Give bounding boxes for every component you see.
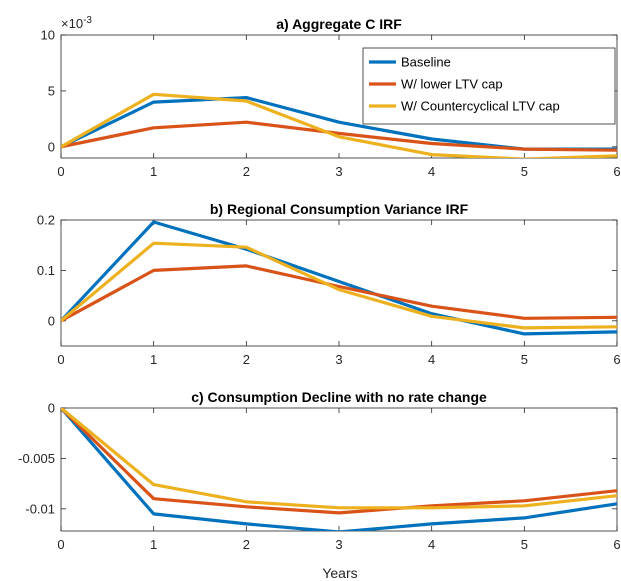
y-tick-label: -0.01 xyxy=(25,501,55,516)
y-tick-label: 5 xyxy=(48,83,55,98)
x-tick-label: 5 xyxy=(521,352,528,367)
x-tick-label: 3 xyxy=(335,537,342,552)
panel-2: 0 1 2 3 4 5 6 0 0.1 0.2 b) Regional Consumption Va… xyxy=(37,201,621,367)
x-tick-label: 6 xyxy=(613,164,620,179)
x-tick-label: 4 xyxy=(428,352,435,367)
legend-entry-2: W/ lower LTV cap xyxy=(401,77,503,92)
series-group xyxy=(61,408,617,531)
x-axis-label: Years xyxy=(322,565,357,581)
series-line-3 xyxy=(61,92,617,158)
x-tick-label: 4 xyxy=(428,537,435,552)
y-tick-label: -0.005 xyxy=(18,451,55,466)
y-tick-label: 0.2 xyxy=(37,213,55,228)
x-tick-label: 6 xyxy=(613,537,620,552)
y-tick-label: 10 xyxy=(41,28,55,43)
legend-entry-1: Baseline xyxy=(401,55,451,70)
legend: Baseline W/ lower LTV cap W/ Countercyclic… xyxy=(362,47,616,125)
y-tick-label: 0 xyxy=(48,139,55,154)
series-line-2 xyxy=(61,408,617,515)
x-tick-label: 2 xyxy=(243,537,250,552)
y-axis-exponent: ×10-3 xyxy=(61,15,92,31)
y-tick-label: 0.1 xyxy=(37,263,55,278)
exponent-power: -3 xyxy=(83,15,92,26)
series-line-2 xyxy=(61,120,617,152)
x-tick-label: 3 xyxy=(335,164,342,179)
x-tick-label: 1 xyxy=(150,164,157,179)
panel-title: a) Aggregate C IRF xyxy=(276,16,402,32)
x-tick-label: 5 xyxy=(521,537,528,552)
y-tick-label: 0 xyxy=(48,313,55,328)
x-tick-label: 0 xyxy=(57,164,64,179)
series-line-1 xyxy=(61,408,617,531)
x-tick-label: 3 xyxy=(335,352,342,367)
panel-title: b) Regional Consumption Variance IRF xyxy=(210,201,469,217)
axes-box xyxy=(60,407,618,532)
panel-1: 0 1 2 3 4 5 6 0 5 10 ×10-3 a) Aggregate C IRF Baseli… xyxy=(41,15,621,179)
legend-entry-3: W/ Countercyclical LTV cap xyxy=(401,99,560,114)
x-tick-label: 1 xyxy=(150,537,157,552)
x-tick-label: 0 xyxy=(57,537,64,552)
series-group xyxy=(61,92,617,158)
x-tick-label: 1 xyxy=(150,352,157,367)
x-tick-label: 2 xyxy=(243,352,250,367)
x-tick-label: 4 xyxy=(428,164,435,179)
series-group xyxy=(61,220,617,336)
series-line-1 xyxy=(61,220,617,336)
y-tick-label: 0 xyxy=(48,401,55,416)
series-line-3 xyxy=(61,241,617,330)
x-tick-label: 0 xyxy=(57,352,64,367)
x-tick-label: 2 xyxy=(243,164,250,179)
legend-box xyxy=(362,47,616,125)
panel-3: 0 1 2 3 4 5 6 0 -0.005 -0.01 c) Consumption Declin… xyxy=(18,389,620,552)
exponent-base: ×10 xyxy=(61,16,83,31)
series-line-3 xyxy=(61,408,617,510)
panel-title: c) Consumption Decline with no rate chan… xyxy=(191,389,487,405)
x-tick-label: 5 xyxy=(521,164,528,179)
series-line-2 xyxy=(61,264,617,323)
x-tick-label: 6 xyxy=(613,352,620,367)
